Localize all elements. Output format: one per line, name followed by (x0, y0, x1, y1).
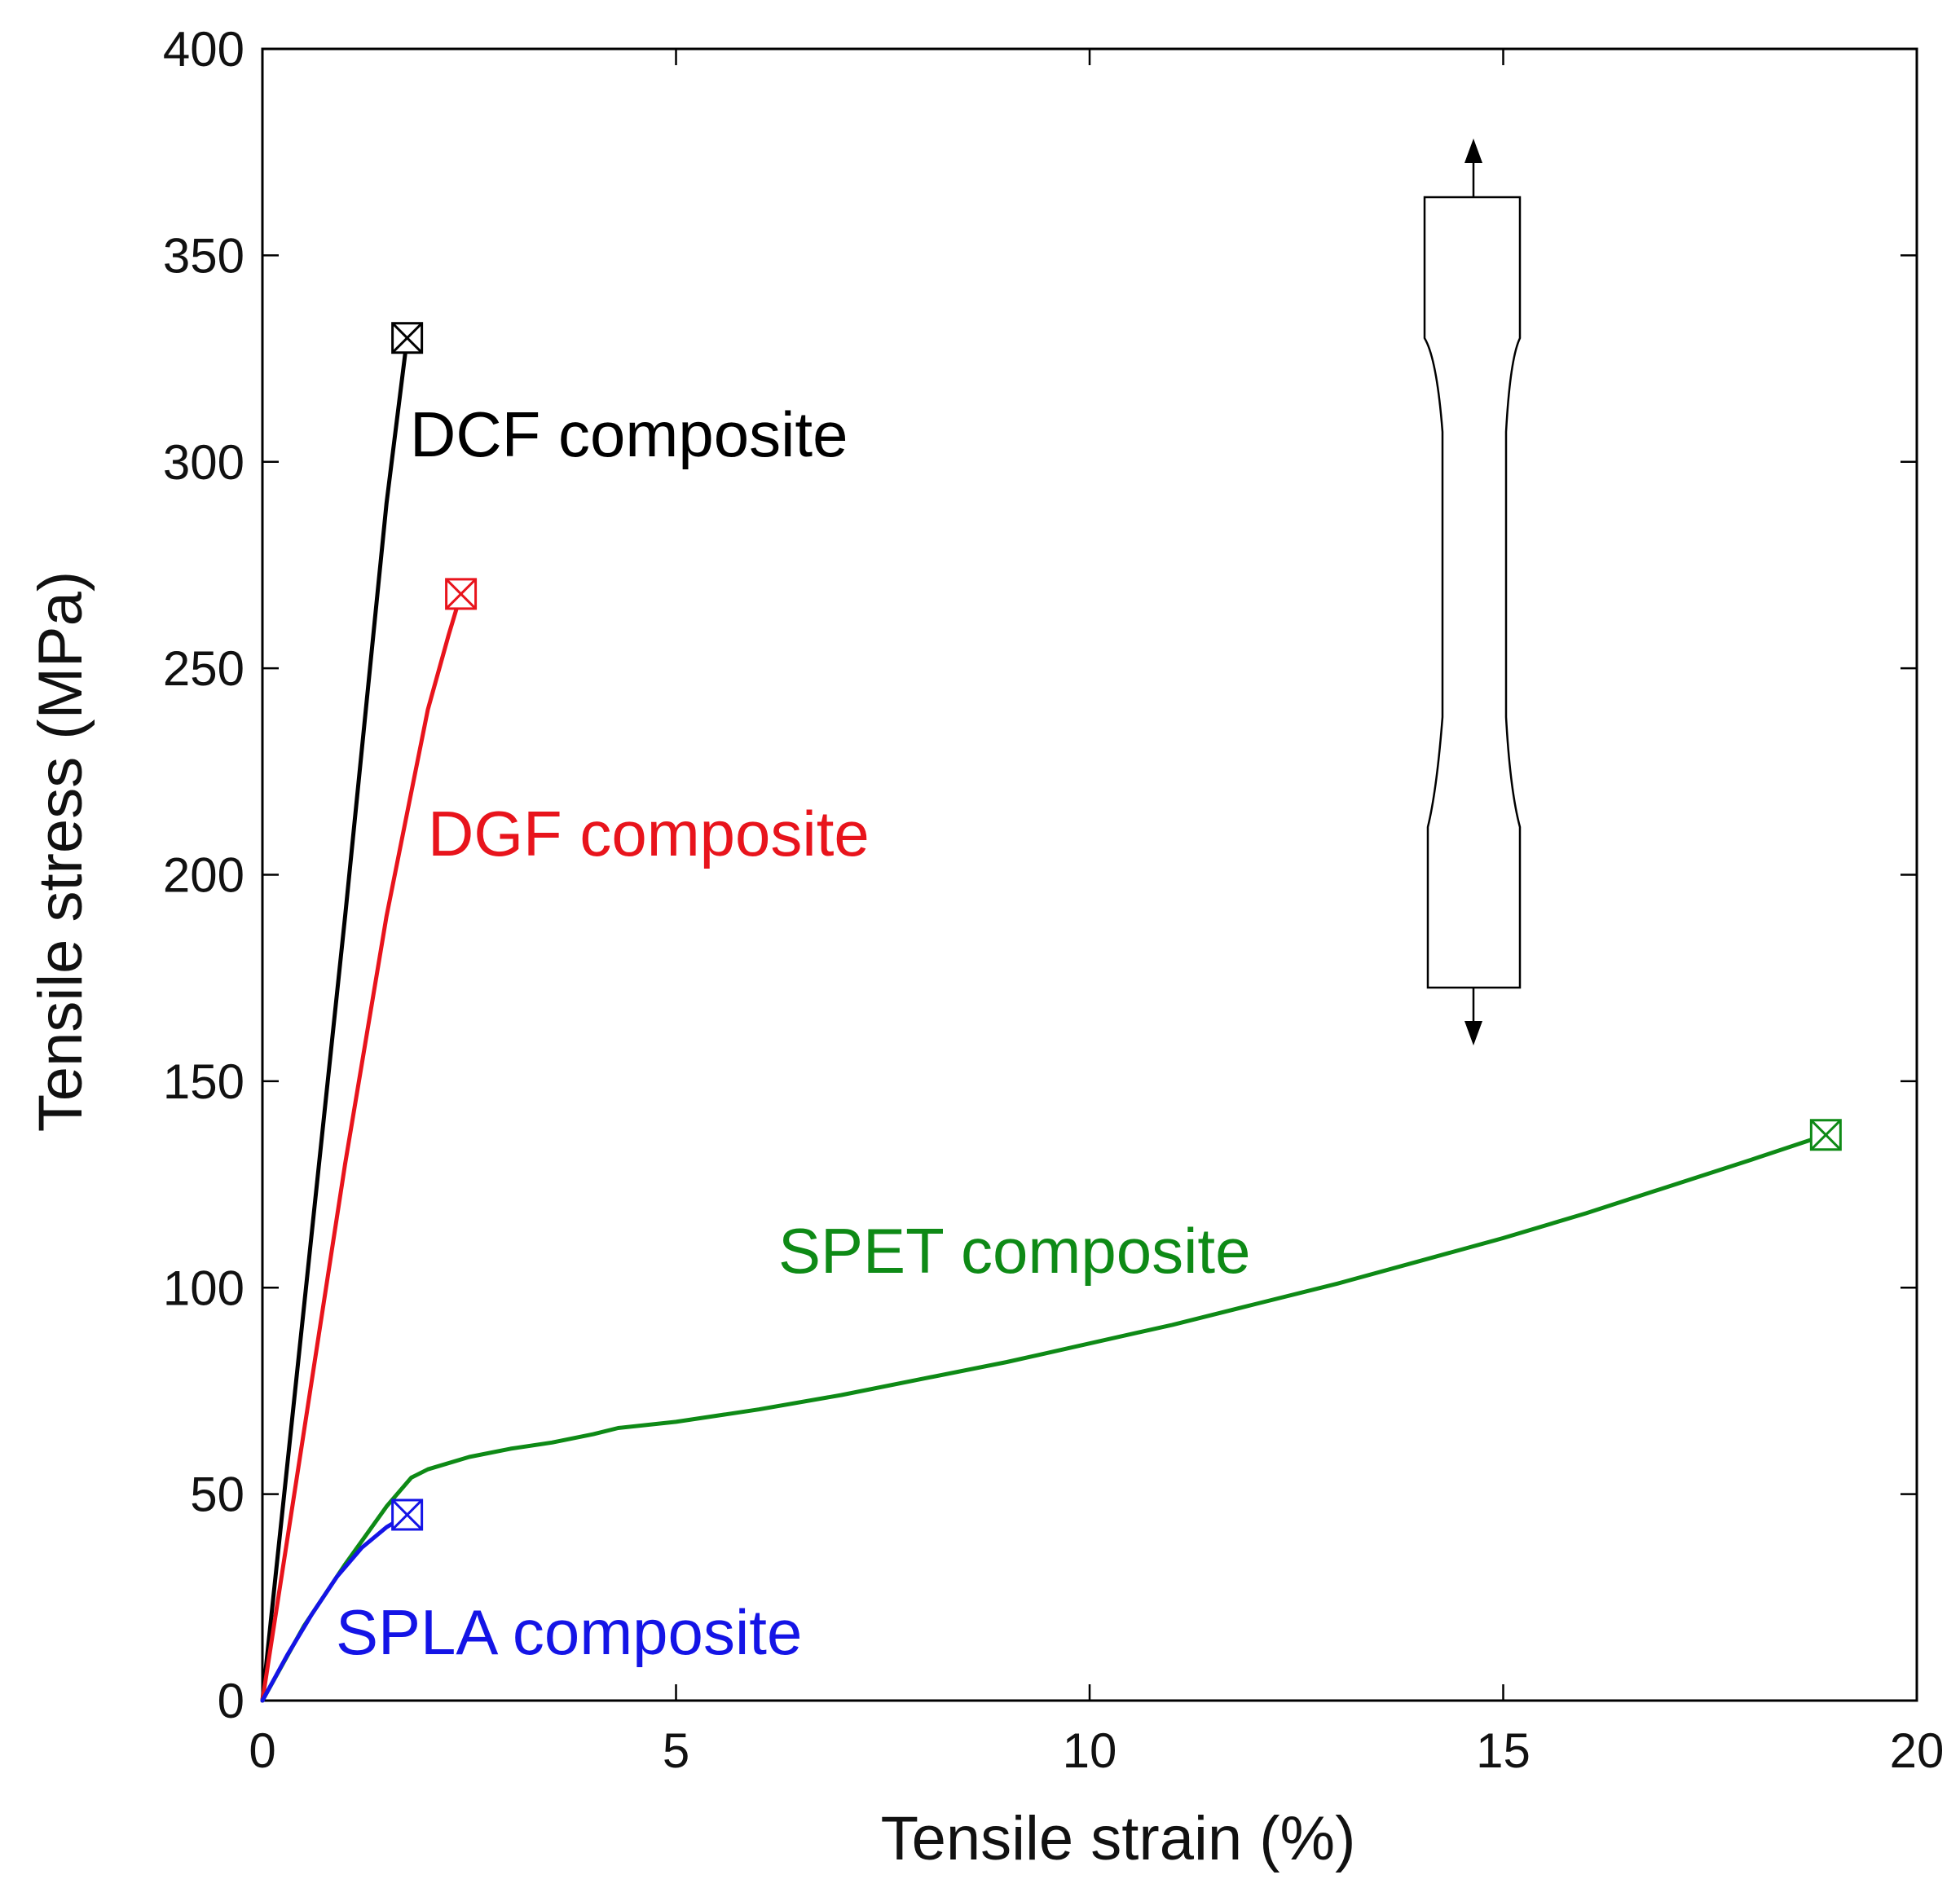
failure-marker-cross (391, 1499, 423, 1531)
failure-markers (391, 322, 1842, 1531)
series-label-dgf: DGF composite (428, 798, 870, 869)
failure-marker-spla (391, 1499, 424, 1531)
series-line-spet (260, 1133, 1828, 1703)
y-tick-label: 200 (163, 848, 244, 903)
y-tick-label: 50 (190, 1468, 244, 1522)
y-tick-label: 250 (163, 641, 244, 696)
arrow-down-icon (1464, 1021, 1482, 1045)
series-line-spla (260, 1512, 410, 1703)
y-tick-label: 100 (163, 1261, 244, 1315)
x-tick-label: 10 (1063, 1723, 1117, 1778)
y-axis-ticks: 0 50 100 150 200 250 300 350 400 (163, 22, 1917, 1728)
x-axis-ticks: 0 5 10 15 20 (249, 49, 1944, 1778)
failure-marker-cross (1810, 1119, 1842, 1151)
series-line-dcf (260, 336, 410, 1703)
failure-marker-dcf (391, 322, 424, 354)
series-line-dgf (260, 592, 464, 1703)
y-axis-title: Tensile stress (MPa) (26, 571, 95, 1132)
series-label-spet: SPET composite (778, 1215, 1250, 1287)
x-tick-label: 0 (249, 1723, 275, 1778)
y-tick-label: 0 (218, 1674, 244, 1728)
y-tick-label: 300 (163, 435, 244, 490)
x-tick-label: 5 (663, 1723, 689, 1778)
x-tick-label: 20 (1890, 1723, 1945, 1778)
series-label-dcf: DCF composite (410, 398, 848, 470)
failure-marker-spet (1809, 1119, 1842, 1151)
x-axis-title: Tensile strain (%) (881, 1804, 1356, 1873)
y-tick-label: 150 (163, 1054, 244, 1109)
y-tick-label: 350 (163, 228, 244, 283)
arrow-up-icon (1464, 139, 1482, 163)
y-tick-label: 400 (163, 22, 244, 77)
failure-marker-cross (391, 322, 423, 354)
failure-marker-cross (445, 578, 477, 610)
failure-marker-dgf (445, 578, 478, 610)
series-lines (260, 336, 1828, 1703)
x-tick-label: 15 (1476, 1723, 1531, 1778)
series-label-spla: SPLA composite (336, 1596, 802, 1668)
